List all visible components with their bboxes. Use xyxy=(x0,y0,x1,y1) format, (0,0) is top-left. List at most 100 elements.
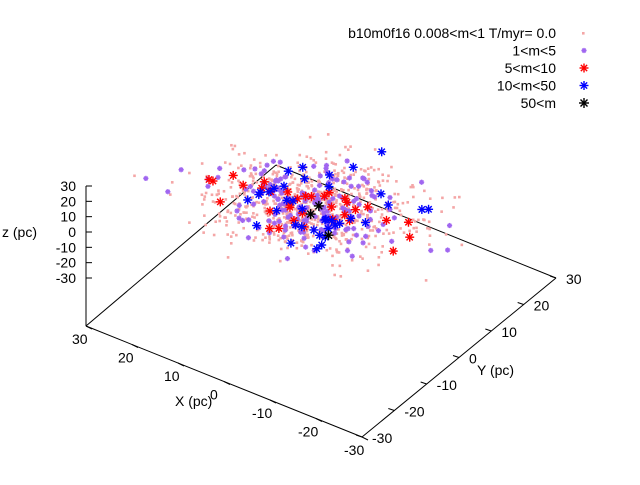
point-0.008-1 xyxy=(241,189,245,192)
point-0.008-1 xyxy=(250,196,253,200)
point-0.008-1 xyxy=(296,190,300,194)
point-series-1 xyxy=(278,176,284,182)
point-series-1 xyxy=(250,201,257,207)
point-0.008-1 xyxy=(334,237,338,241)
point-series-3 xyxy=(282,195,292,205)
point-0.008-1 xyxy=(334,172,337,176)
point-series-1 xyxy=(334,177,340,183)
point-series-3 xyxy=(324,182,334,192)
z-tick-label: 20 xyxy=(60,193,76,209)
point-0.008-1 xyxy=(362,212,365,216)
point-0.008-1 xyxy=(316,217,320,220)
point-0.008-1 xyxy=(240,164,243,167)
point-0.008-1 xyxy=(377,255,381,259)
point-0.008-1 xyxy=(276,234,280,238)
point-0.008-1 xyxy=(242,226,245,230)
point-series-2 xyxy=(363,202,373,212)
point-0.008-1 xyxy=(289,218,293,221)
point-0.008-1 xyxy=(291,181,295,184)
point-0.008-1 xyxy=(353,187,356,190)
point-0.008-1 xyxy=(300,244,304,247)
z-tick-label: -10 xyxy=(56,239,76,255)
point-series-3 xyxy=(283,166,293,176)
point-0.008-1 xyxy=(286,246,289,250)
point-0.008-1 xyxy=(326,133,330,136)
x-tick-mark xyxy=(361,436,369,441)
point-0.008-1 xyxy=(326,199,329,202)
point-series-1 xyxy=(303,244,309,250)
point-0.008-1 xyxy=(282,216,286,219)
point-0.008-1 xyxy=(286,220,289,224)
point-0.008-1 xyxy=(264,203,267,206)
point-0.008-1 xyxy=(204,191,208,195)
point-series-1 xyxy=(276,218,282,225)
point-0.008-1 xyxy=(284,240,287,244)
point-0.008-1 xyxy=(277,217,281,221)
point-series-1 xyxy=(369,192,375,199)
point-0.008-1 xyxy=(237,179,240,183)
point-series-3 xyxy=(309,225,319,235)
point-0.008-1 xyxy=(266,196,269,200)
point-series-2 xyxy=(264,223,274,233)
z-tick-label: 10 xyxy=(60,209,76,225)
point-0.008-1 xyxy=(380,213,384,216)
point-0.008-1 xyxy=(313,218,317,222)
point-0.008-1 xyxy=(337,228,340,231)
point-series-1 xyxy=(341,179,347,185)
point-0.008-1 xyxy=(412,185,415,189)
point-series-3 xyxy=(300,174,310,184)
point-0.008-1 xyxy=(280,196,284,200)
point-0.008-1 xyxy=(133,174,136,178)
point-0.008-1 xyxy=(305,229,309,233)
point-0.008-1 xyxy=(339,242,343,246)
point-0.008-1 xyxy=(366,269,370,273)
point-0.008-1 xyxy=(363,169,366,172)
point-0.008-1 xyxy=(246,189,250,193)
point-0.008-1 xyxy=(232,201,236,205)
point-series-1 xyxy=(241,167,247,173)
point-0.008-1 xyxy=(297,188,300,191)
point-series-2 xyxy=(403,217,413,227)
point-series-1 xyxy=(363,233,369,239)
point-0.008-1 xyxy=(280,206,283,210)
point-0.008-1 xyxy=(350,237,353,241)
point-0.008-1 xyxy=(274,171,277,175)
point-0.008-1 xyxy=(296,183,300,187)
point-0.008-1 xyxy=(453,196,457,199)
point-0.008-1 xyxy=(306,233,310,237)
point-0.008-1 xyxy=(333,169,336,172)
point-0.008-1 xyxy=(352,203,355,207)
legend-marker xyxy=(579,98,589,108)
point-0.008-1 xyxy=(239,212,242,216)
point-0.008-1 xyxy=(342,171,346,175)
point-series-3 xyxy=(279,181,289,191)
point-0.008-1 xyxy=(339,275,343,278)
legend-label: 10<m<50 xyxy=(497,78,556,94)
point-0.008-1 xyxy=(359,255,362,258)
point-0.008-1 xyxy=(335,204,338,208)
point-0.008-1 xyxy=(393,192,397,196)
z-tick-label: 0 xyxy=(68,224,76,240)
point-0.008-1 xyxy=(316,215,320,218)
point-0.008-1 xyxy=(275,174,279,178)
point-series-1 xyxy=(360,240,366,246)
point-0.008-1 xyxy=(255,213,259,217)
y-tick-label: 30 xyxy=(566,271,582,287)
point-series-1 xyxy=(245,235,252,241)
y-tick-label: 0 xyxy=(469,351,477,367)
point-0.008-1 xyxy=(409,185,413,189)
point-0.008-1 xyxy=(387,232,391,235)
point-0.008-1 xyxy=(343,176,346,179)
point-series-3 xyxy=(286,238,296,248)
point-series-1 xyxy=(368,188,375,194)
point-0.008-1 xyxy=(351,233,355,237)
point-0.008-1 xyxy=(307,209,310,213)
point-0.008-1 xyxy=(338,214,342,218)
tick-marks: 3020100-10-20-30-30-20-1001020303020100-… xyxy=(56,178,582,458)
point-0.008-1 xyxy=(350,258,354,262)
point-0.008-1 xyxy=(324,190,327,194)
point-0.008-1 xyxy=(272,225,276,229)
z-axis-title: z (pc) xyxy=(2,224,37,240)
z-tick-label: -20 xyxy=(56,255,76,271)
point-0.008-1 xyxy=(381,179,385,182)
